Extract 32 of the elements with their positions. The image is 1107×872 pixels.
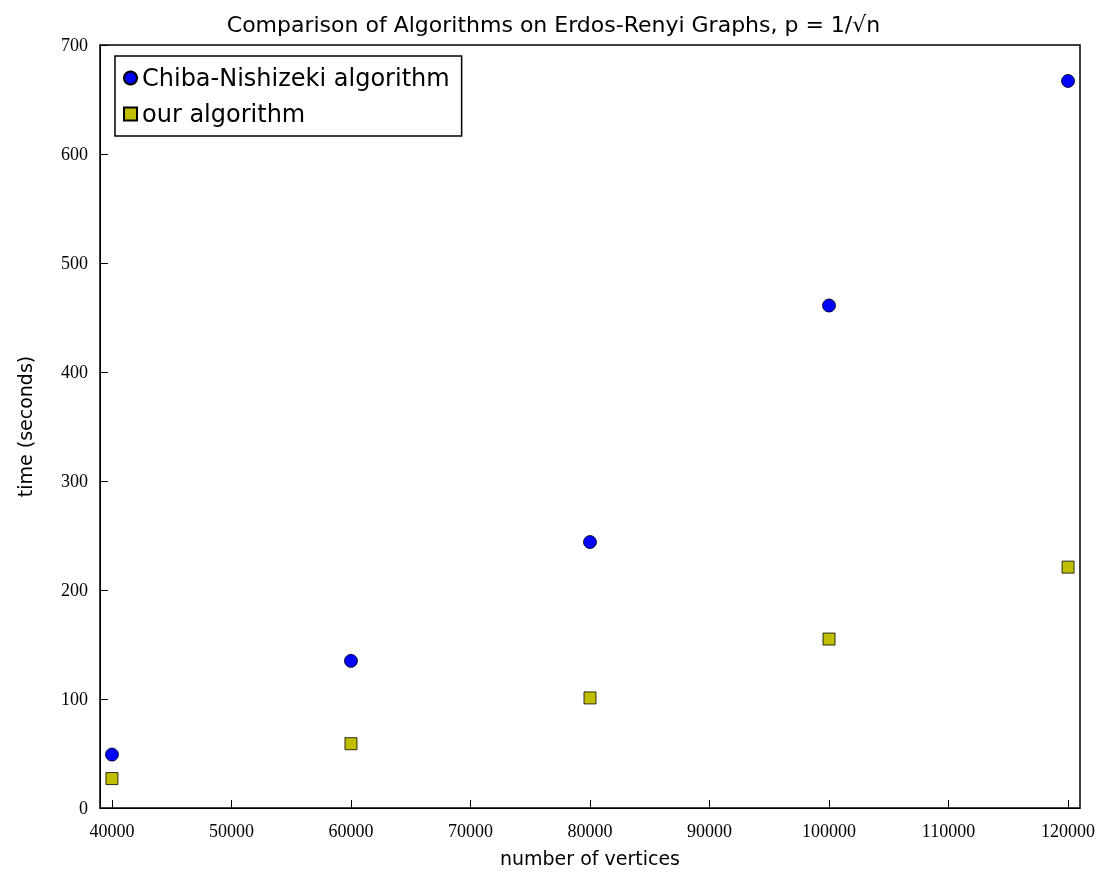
point bbox=[1061, 560, 1075, 574]
x-tick-label: 60000 bbox=[328, 821, 374, 841]
point bbox=[822, 298, 836, 313]
y-tick-label: 100 bbox=[61, 689, 88, 709]
x-tick-label: 50000 bbox=[208, 821, 254, 841]
x-tick-label: 80000 bbox=[567, 821, 613, 841]
point bbox=[105, 772, 119, 785]
y-tick-label: 400 bbox=[61, 362, 88, 382]
x-tick-label: 70000 bbox=[447, 821, 493, 841]
y-axis-title: time (seconds) bbox=[13, 355, 36, 498]
x-axis-title: number of vertices bbox=[499, 846, 681, 869]
x-tick-label: 40000 bbox=[89, 821, 135, 841]
legend-label: Chiba-Nishizeki algorithm bbox=[142, 64, 450, 92]
y-tick-label: 300 bbox=[61, 471, 88, 491]
point bbox=[105, 747, 119, 762]
point bbox=[822, 632, 836, 646]
point bbox=[583, 535, 597, 549]
chart-title: Comparison of Algorithms on Erdos-Renyi Graphs, p = 1/√n bbox=[226, 11, 881, 37]
y-tick-label: 0 bbox=[79, 798, 88, 818]
point bbox=[344, 653, 358, 668]
x-tick-label: 90000 bbox=[687, 821, 733, 841]
y-tick-label: 200 bbox=[61, 580, 88, 600]
x-tick-label: 110000 bbox=[921, 821, 976, 841]
x-tick-label: 120000 bbox=[1041, 821, 1096, 841]
y-tick-label: 700 bbox=[61, 35, 88, 55]
y-tick-label: 500 bbox=[61, 253, 88, 273]
point bbox=[1061, 74, 1075, 88]
x-tick-label: 100000 bbox=[802, 821, 857, 841]
point bbox=[583, 691, 597, 705]
point bbox=[344, 737, 358, 751]
legend-label: our algorithm bbox=[142, 100, 306, 128]
y-tick-label: 600 bbox=[61, 144, 88, 164]
